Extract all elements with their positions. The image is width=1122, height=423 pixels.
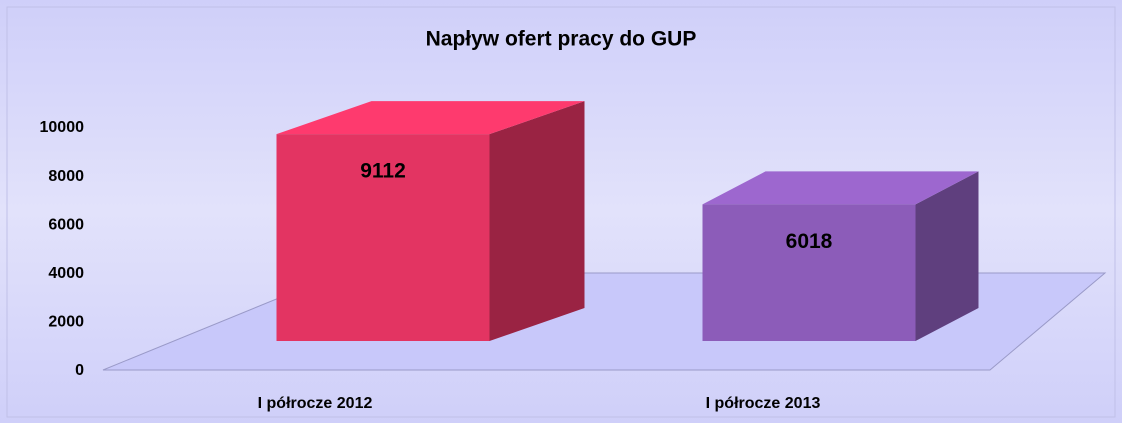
bar-side: [915, 171, 979, 341]
y-tick-label: 2000: [48, 314, 84, 331]
frame: [6, 6, 1116, 418]
y-tick-label: 0: [75, 362, 84, 379]
y-tick-label: 8000: [48, 168, 84, 185]
bar-front: [276, 134, 490, 341]
y-tick-label: 6000: [48, 216, 84, 233]
bar: [702, 171, 979, 341]
bar-top: [702, 171, 979, 205]
data-label: 9112: [360, 160, 406, 183]
bar-front: [702, 204, 916, 341]
y-tick-label: 4000: [48, 265, 84, 282]
bar-top: [276, 101, 585, 135]
bar-side: [489, 101, 585, 342]
bar: [276, 101, 585, 342]
data-label: 6018: [786, 230, 833, 253]
x-tick-label: I półrocze 2012: [258, 395, 373, 412]
y-tick-label: 10000: [40, 119, 85, 136]
chart-title: Napływ ofert pracy do GUP: [426, 28, 697, 51]
x-tick-label: I półrocze 2013: [706, 395, 821, 412]
